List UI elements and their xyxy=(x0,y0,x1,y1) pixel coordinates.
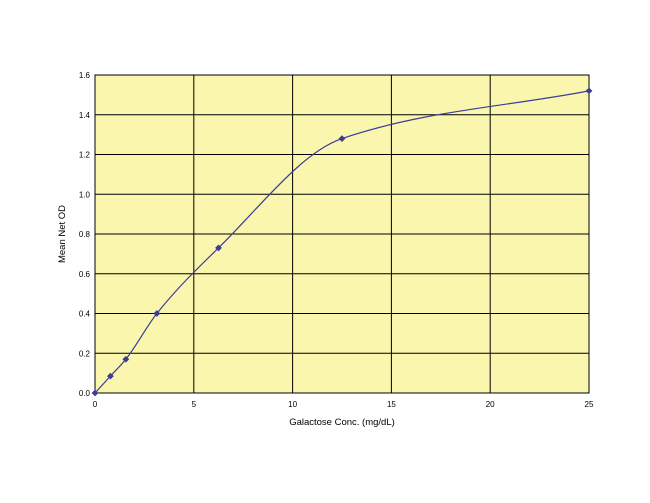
x-tick-label: 20 xyxy=(486,400,495,409)
data-point xyxy=(91,389,99,397)
x-tick-labels: 0 5 10 15 20 25 xyxy=(93,400,594,409)
data-point xyxy=(153,310,161,317)
y-tick-label: 0.4 xyxy=(79,310,91,319)
data-point xyxy=(107,372,114,380)
y-tick-label: 0.8 xyxy=(79,230,91,239)
data-point xyxy=(585,87,593,95)
x-tick-label: 0 xyxy=(93,400,98,409)
y-tick-label: 1.4 xyxy=(79,111,91,120)
data-point xyxy=(215,244,222,252)
data-point xyxy=(122,355,130,363)
data-points xyxy=(91,87,593,397)
series-line xyxy=(94,90,590,394)
y-tick-label: 1.0 xyxy=(79,190,91,199)
grid-lines xyxy=(94,74,590,394)
x-tick-label: 15 xyxy=(387,400,396,409)
data-point xyxy=(338,135,346,142)
x-tick-label: 10 xyxy=(288,400,297,409)
y-tick-label: 0.6 xyxy=(79,270,91,279)
y-tick-label: 1.6 xyxy=(79,71,91,80)
y-axis-label: Mean Net OD xyxy=(57,205,68,263)
y-tick-label: 1.2 xyxy=(79,151,91,160)
x-axis-label: Galactose Conc. (mg/dL) xyxy=(289,417,395,428)
y-tick-label: 0.2 xyxy=(79,349,91,358)
x-tick-label: 25 xyxy=(585,400,594,409)
x-tick-label: 5 xyxy=(192,400,197,409)
y-tick-label: 0.0 xyxy=(79,389,91,398)
y-tick-labels: 0.0 0.2 0.4 0.6 0.8 1.0 1.2 1.4 1.6 xyxy=(79,71,91,398)
